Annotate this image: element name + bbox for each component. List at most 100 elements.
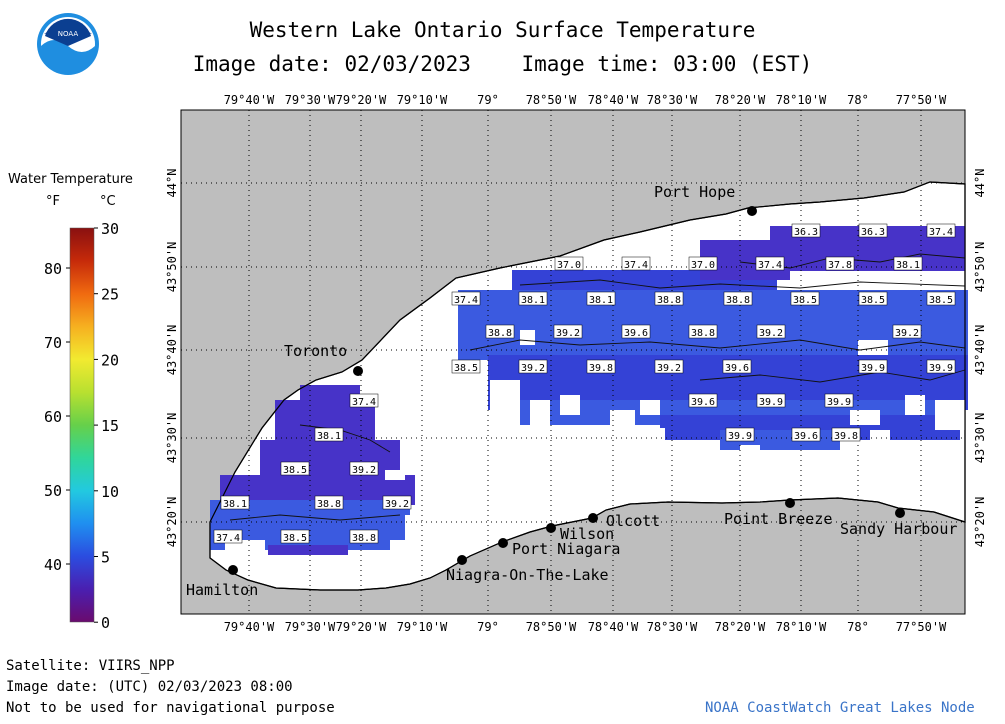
- place-label: Port Niagara: [512, 540, 620, 558]
- temperature-label-box: [314, 427, 344, 442]
- map-frame: [180, 109, 966, 615]
- legend-unit-f: °F: [46, 194, 60, 209]
- temperature-label: 36.3: [794, 227, 818, 238]
- isotherm-line: [699, 369, 966, 383]
- left-latitude-label: 44°N: [165, 169, 179, 198]
- no-data-gap: [905, 395, 925, 415]
- temperature-label: 39.9: [929, 363, 953, 374]
- place-dot: [747, 206, 757, 216]
- temperature-label-box: [756, 393, 786, 408]
- temperature-label: 38.1: [521, 295, 545, 306]
- top-longitude-label: 79°20'W: [336, 93, 387, 107]
- legend-title: Water Temperature: [8, 172, 133, 187]
- temperature-label: 38.8: [488, 328, 512, 339]
- temperature-label-box: [688, 324, 718, 339]
- temperature-label-box: [518, 291, 548, 306]
- no-data-gap: [610, 410, 635, 430]
- noaa-logo: NOAA: [37, 13, 99, 75]
- left-latitude-label: 43°50'N: [165, 242, 179, 293]
- top-longitude-label: 78°40'W: [588, 93, 639, 107]
- no-data-gap: [850, 410, 880, 425]
- temperature-labels: 36.3 36.3 37.4 37.0 37.4 37.0 37.4 37.8 38.1 37.4…: [213, 223, 956, 544]
- temperature-label-box: [382, 495, 412, 510]
- temperature-label: 37.4: [624, 260, 648, 271]
- legend-c-label: 30: [101, 220, 119, 238]
- legend-f-label: 40: [44, 556, 62, 574]
- bottom-longitude-label: 78°20'W: [715, 620, 766, 634]
- temperature-label: 37.8: [828, 260, 852, 271]
- place-label: Hamilton: [186, 581, 258, 599]
- place-dot: [588, 513, 598, 523]
- no-data-gap: [650, 428, 665, 443]
- temperature-label: 37.0: [557, 260, 581, 271]
- temperature-label: 39.9: [728, 431, 752, 442]
- no-data-gap: [690, 440, 710, 465]
- no-data-gap: [490, 380, 520, 410]
- utc-date-label: Image date: (UTC) 02/03/2023 08:00: [6, 679, 293, 695]
- temperature-label-box: [280, 461, 310, 476]
- top-longitude-label: 78°10'W: [776, 93, 827, 107]
- isotherm-line: [519, 279, 966, 289]
- graticule: [181, 110, 965, 614]
- temperature-label-box: [755, 256, 785, 271]
- place-label: Sandy Harbour: [840, 520, 957, 538]
- temperature-label-box: [790, 291, 820, 306]
- temperature-label: 38.1: [317, 431, 341, 442]
- temperature-label-box: [586, 359, 616, 374]
- temperature-label-box: [824, 393, 854, 408]
- noaa-logo-text: NOAA: [58, 30, 79, 38]
- temperature-label-box: [213, 529, 243, 544]
- place-dot: [353, 366, 363, 376]
- temperature-label: 38.5: [793, 295, 817, 306]
- image-date: Image date: 02/03/2023: [192, 52, 471, 76]
- top-longitude-label: 78°30'W: [647, 93, 698, 107]
- bottom-longitude-label: 79°: [477, 620, 499, 634]
- temperature-label-box: [926, 359, 956, 374]
- map-title: Western Lake Ontario Surface Temperature: [249, 18, 756, 42]
- place-label: Toronto: [284, 342, 347, 360]
- legend-f-label: 80: [44, 260, 62, 278]
- temperature-label-box: [791, 427, 821, 442]
- credit: NOAA CoastWatch Great Lakes Node: [705, 700, 975, 716]
- temperature-label: 39.2: [521, 363, 545, 374]
- legend-f-label: 60: [44, 408, 62, 426]
- temperature-label: 38.5: [861, 295, 885, 306]
- legend-color-bar: [69, 227, 95, 623]
- temperature-label-box: [553, 324, 583, 339]
- bottom-longitude-label: 78°10'W: [776, 620, 827, 634]
- no-data-gap: [858, 340, 888, 355]
- no-data-gap: [390, 540, 410, 555]
- temperature-label: 38.8: [726, 295, 750, 306]
- temperature-label-box: [451, 291, 481, 306]
- temperature-label: 39.8: [589, 363, 613, 374]
- right-latitude-label: 44°N: [973, 169, 987, 198]
- temperature-label: 38.1: [589, 295, 613, 306]
- place-label: Olcott: [606, 512, 660, 530]
- temperature-label: 37.4: [454, 295, 478, 306]
- temperature-label: 39.9: [759, 397, 783, 408]
- bottom-longitude-label: 78°40'W: [588, 620, 639, 634]
- temperature-label: 39.8: [834, 431, 858, 442]
- no-data-gap: [740, 445, 760, 460]
- legend-c-label: 10: [101, 483, 119, 501]
- place-label: Port Hope: [654, 183, 735, 201]
- place-dot: [498, 538, 508, 548]
- temperature-label-box: [688, 256, 718, 271]
- right-latitude-label: 43°20'N: [973, 497, 987, 548]
- legend-c-label: 5: [101, 549, 110, 567]
- place-dot: [546, 523, 556, 533]
- place-dot: [457, 555, 467, 565]
- temperature-label-box: [586, 291, 616, 306]
- temperature-label-box: [451, 359, 481, 374]
- place-dot: [895, 508, 905, 518]
- temperature-label: 38.8: [657, 295, 681, 306]
- place-dot: [228, 565, 238, 575]
- temperature-label-box: [831, 427, 861, 442]
- temperature-label: 38.5: [283, 465, 307, 476]
- right-latitude-label: 43°30'N: [973, 413, 987, 464]
- temperature-label-box: [554, 256, 584, 271]
- temperature-label: 39.6: [624, 328, 648, 339]
- temperature-label-box: [892, 324, 922, 339]
- no-data-gap: [530, 400, 550, 430]
